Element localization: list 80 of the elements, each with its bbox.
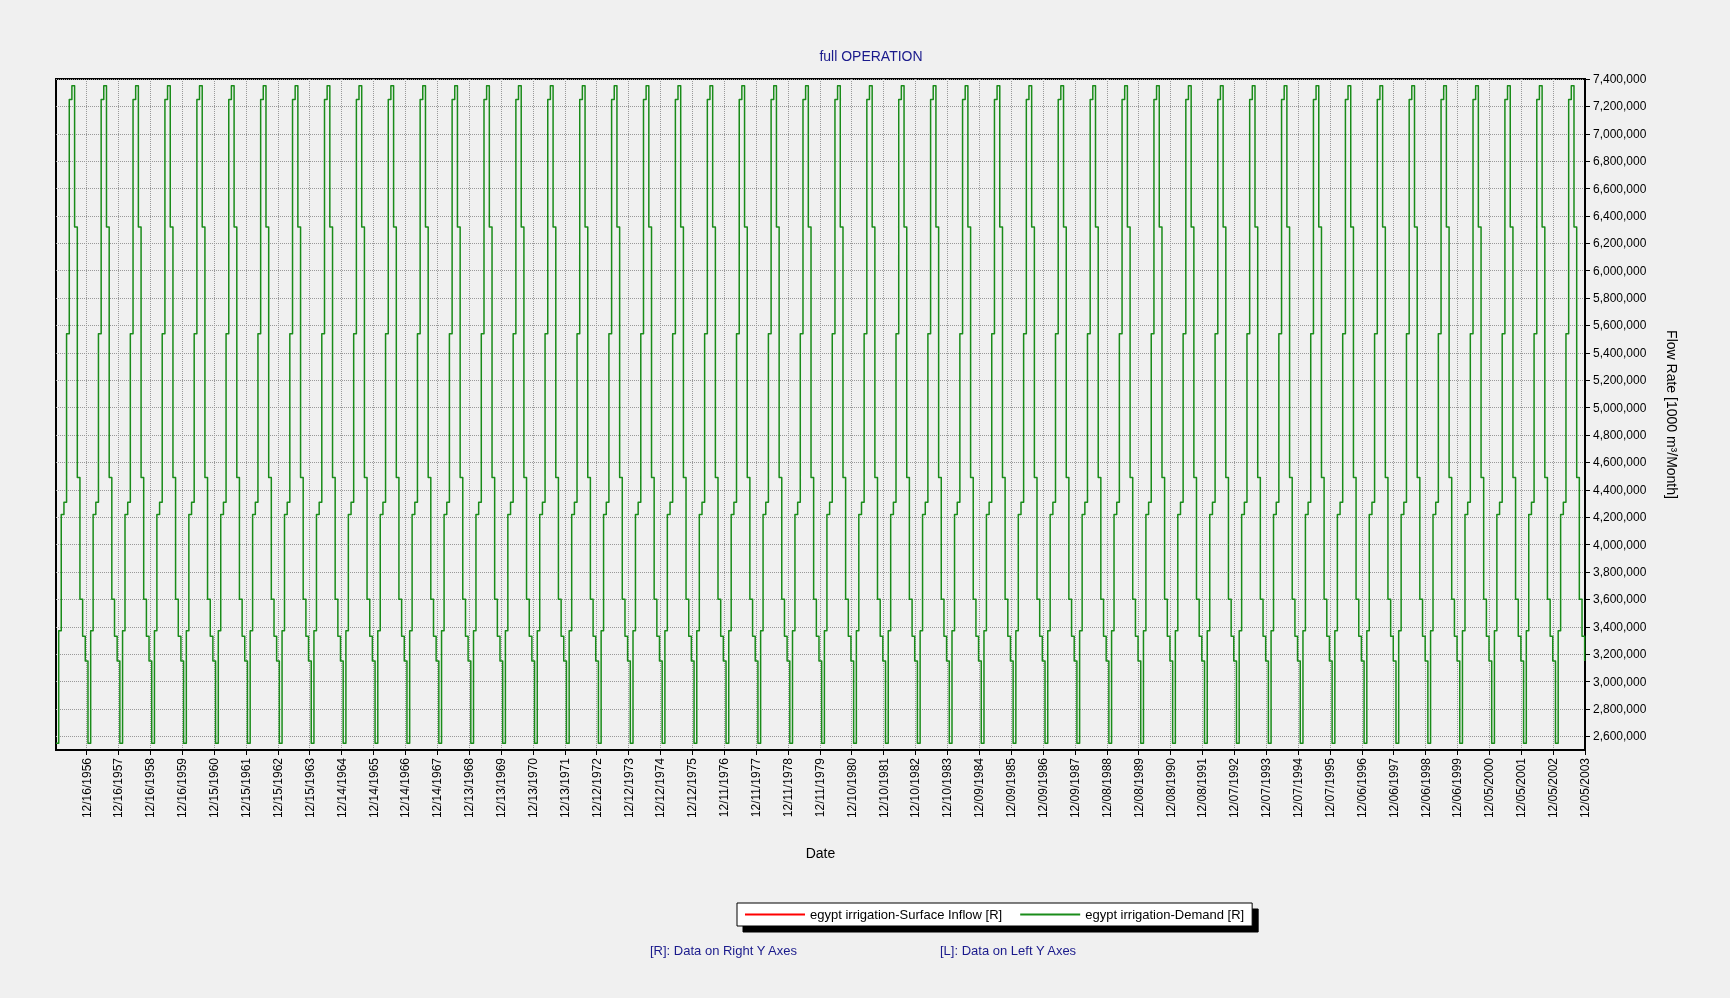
x-tick-label: 12/09/1984 bbox=[972, 757, 987, 819]
x-tick-label: 12/13/1969 bbox=[494, 757, 509, 819]
x-tick-label: 12/12/1975 bbox=[685, 757, 700, 819]
x-tick-label: 12/07/1992 bbox=[1227, 757, 1242, 819]
x-tick-label: 12/09/1986 bbox=[1036, 757, 1051, 819]
x-tick-label: 12/16/1958 bbox=[143, 757, 158, 819]
x-tick-label: 12/15/1960 bbox=[207, 757, 222, 819]
y2-tick-label: 4,000,000 bbox=[1593, 537, 1647, 552]
y2-tick-label: 6,600,000 bbox=[1593, 181, 1647, 196]
x-tick-label: 12/15/1962 bbox=[270, 757, 285, 819]
x-tick-label: 12/14/1965 bbox=[366, 757, 381, 819]
x-tick-label: 12/12/1973 bbox=[621, 757, 636, 819]
y2-tick-label: 3,800,000 bbox=[1593, 564, 1647, 579]
x-tick-label: 12/09/1985 bbox=[1004, 757, 1019, 819]
y2-tick-label: 6,000,000 bbox=[1593, 263, 1647, 278]
x-tick-label: 12/05/2000 bbox=[1482, 757, 1497, 819]
y2-tick-label: 6,200,000 bbox=[1593, 236, 1647, 251]
legend-label: egypt irrigation-Demand [R] bbox=[1085, 907, 1245, 922]
chart-title: full OPERATION bbox=[819, 48, 923, 64]
x-tick-label: 12/08/1991 bbox=[1195, 757, 1210, 819]
x-tick-label: 12/07/1993 bbox=[1259, 757, 1274, 819]
x-tick-label: 12/08/1989 bbox=[1131, 757, 1146, 819]
x-tick-label: 12/14/1964 bbox=[334, 757, 349, 819]
y2-tick-label: 5,800,000 bbox=[1593, 291, 1647, 306]
x-tick-label: 12/06/1999 bbox=[1450, 757, 1465, 819]
y2-tick-label: 7,000,000 bbox=[1593, 126, 1647, 141]
x-tick-label: 12/05/2002 bbox=[1546, 757, 1561, 819]
y2-tick-label: 5,200,000 bbox=[1593, 373, 1647, 388]
x-tick-label: 12/16/1956 bbox=[79, 757, 94, 819]
x-tick-label: 12/10/1983 bbox=[940, 757, 955, 819]
x-tick-label: 12/13/1970 bbox=[525, 757, 540, 819]
x-tick-label: 12/12/1972 bbox=[589, 757, 604, 819]
x-tick-label: 12/10/1981 bbox=[876, 757, 891, 819]
x-tick-label: 12/15/1963 bbox=[302, 757, 317, 819]
x-tick-label: 12/06/1997 bbox=[1386, 757, 1401, 819]
y2-axis-title: Flow Rate [1000 m³/Month] bbox=[1664, 330, 1680, 499]
y2-tick-label: 4,200,000 bbox=[1593, 510, 1647, 525]
x-tick-label: 12/11/1976 bbox=[717, 757, 732, 818]
y2-tick-label: 4,400,000 bbox=[1593, 482, 1647, 497]
x-tick-label: 12/15/1961 bbox=[238, 757, 253, 819]
y2-tick-label: 2,600,000 bbox=[1593, 729, 1647, 744]
x-tick-label: 12/08/1990 bbox=[1163, 757, 1178, 819]
x-tick-label: 12/06/1996 bbox=[1354, 757, 1369, 819]
x-tick-label: 12/13/1968 bbox=[462, 757, 477, 819]
x-tick-label: 12/07/1994 bbox=[1291, 757, 1306, 819]
y2-tick-label: 3,200,000 bbox=[1593, 647, 1647, 662]
x-tick-label: 12/13/1971 bbox=[557, 757, 572, 819]
y2-tick-label: 7,400,000 bbox=[1593, 72, 1647, 86]
x-tick-label: 12/07/1995 bbox=[1322, 757, 1337, 819]
x-tick-label: 12/06/1998 bbox=[1418, 757, 1433, 819]
y2-tick-label: 2,800,000 bbox=[1593, 701, 1647, 716]
text: [L]: Data on Left Y Axes bbox=[940, 943, 1077, 958]
x-tick-label: 12/05/2001 bbox=[1514, 757, 1529, 819]
y2-tick-label: 5,400,000 bbox=[1593, 345, 1647, 360]
y2-tick-label: 3,600,000 bbox=[1593, 592, 1647, 607]
legend-label: egypt irrigation-Surface Inflow [R] bbox=[810, 907, 1003, 922]
y2-tick-label: 3,400,000 bbox=[1593, 619, 1647, 634]
x-tick-label: 12/11/1977 bbox=[749, 757, 764, 818]
y2-tick-label: 4,800,000 bbox=[1593, 428, 1647, 443]
y2-tick-label: 4,600,000 bbox=[1593, 455, 1647, 470]
x-tick-label: 12/08/1988 bbox=[1099, 757, 1114, 819]
x-tick-label: 12/11/1979 bbox=[812, 757, 827, 818]
x-tick-label: 12/05/2003 bbox=[1578, 757, 1592, 819]
text: [R]: Data on Right Y Axes bbox=[650, 943, 798, 958]
y2-tick-label: 6,800,000 bbox=[1593, 154, 1647, 169]
x-tick-label: 12/11/1978 bbox=[780, 757, 795, 818]
y2-tick-label: 3,000,000 bbox=[1593, 674, 1647, 689]
x-tick-label: 12/14/1967 bbox=[430, 757, 445, 819]
x-tick-label: 12/16/1957 bbox=[111, 757, 126, 819]
x-tick-label: 12/09/1987 bbox=[1067, 757, 1082, 819]
x-tick-label: 12/10/1980 bbox=[844, 757, 859, 819]
x-axis-title: Date bbox=[805, 845, 836, 861]
x-tick-label: 12/12/1974 bbox=[653, 757, 668, 819]
y2-tick-label: 5,000,000 bbox=[1593, 400, 1647, 415]
y2-tick-label: 5,600,000 bbox=[1593, 318, 1647, 333]
y2-tick-label: 7,200,000 bbox=[1593, 99, 1647, 114]
y2-tick-label: 6,400,000 bbox=[1593, 208, 1647, 223]
x-tick-label: 12/14/1966 bbox=[398, 757, 413, 819]
x-tick-label: 12/10/1982 bbox=[908, 757, 923, 819]
x-tick-label: 12/16/1959 bbox=[175, 757, 190, 819]
